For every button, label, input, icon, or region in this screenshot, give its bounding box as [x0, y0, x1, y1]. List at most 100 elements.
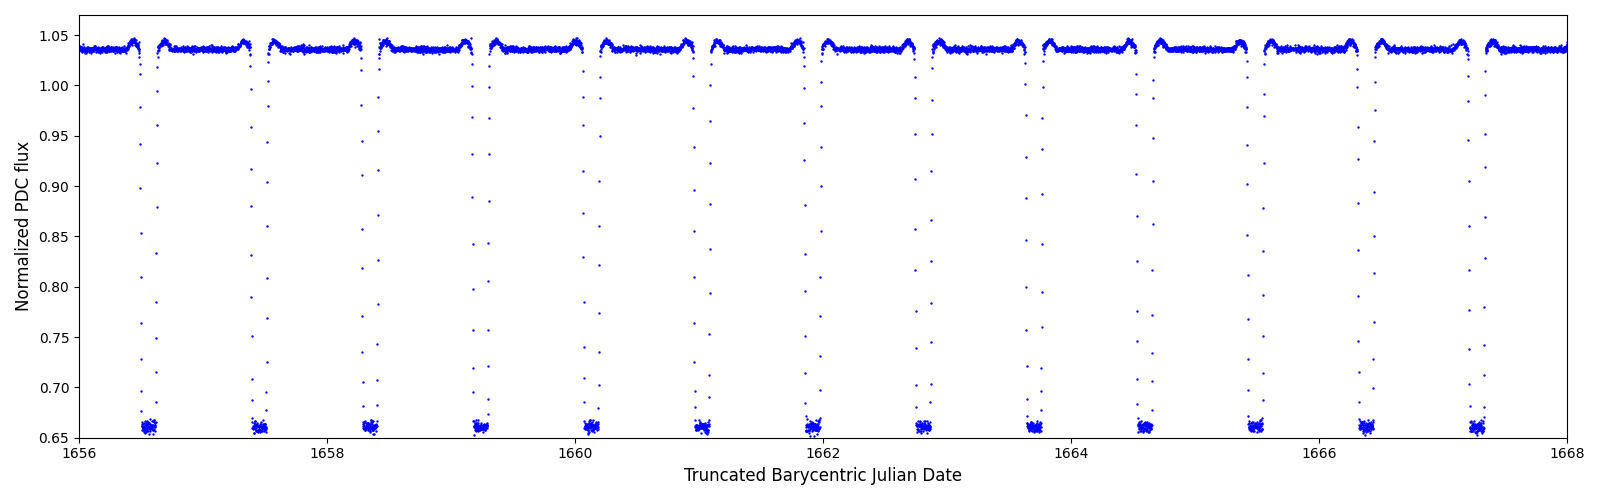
Point [501, 46, 526, 54]
Point [1502, 43, 1528, 51]
Point [1384, 45, 1410, 53]
Point [152, 38, 178, 46]
Point [360, 426, 386, 434]
Point [294, 44, 320, 52]
Point [603, 44, 629, 52]
Point [1194, 43, 1219, 51]
Point [349, 45, 374, 53]
Point [1163, 44, 1189, 52]
Point [1462, 422, 1488, 430]
Point [1379, 46, 1405, 54]
Point [390, 48, 416, 56]
Point [747, 46, 773, 54]
Point [246, 426, 272, 434]
Point [856, 45, 882, 53]
Point [434, 46, 459, 54]
Point [933, 45, 958, 53]
Point [307, 44, 333, 52]
Point [1368, 35, 1394, 43]
Point [1018, 420, 1043, 428]
Point [187, 44, 213, 52]
Point [1482, 36, 1507, 44]
Point [1181, 44, 1206, 52]
Point [914, 428, 939, 436]
Point [410, 47, 435, 55]
Point [1301, 46, 1326, 54]
Point [120, 38, 146, 46]
Point [469, 424, 494, 432]
Point [675, 36, 701, 44]
Point [1424, 44, 1450, 52]
Point [154, 40, 179, 48]
Point [1035, 38, 1061, 46]
Point [1386, 44, 1411, 52]
Point [1512, 46, 1538, 54]
Point [1365, 40, 1390, 48]
Point [1486, 46, 1512, 54]
Point [1045, 45, 1070, 53]
Point [1146, 36, 1171, 44]
Point [866, 47, 891, 55]
Point [106, 48, 131, 56]
Point [1477, 42, 1502, 50]
Point [1374, 41, 1400, 49]
Point [846, 44, 872, 52]
Point [1496, 47, 1522, 55]
Point [1379, 45, 1405, 53]
Point [1019, 424, 1045, 432]
Point [1504, 45, 1530, 53]
Point [301, 46, 326, 54]
Point [192, 43, 218, 51]
Point [995, 47, 1021, 55]
Point [1491, 46, 1517, 54]
Point [848, 48, 874, 56]
Point [138, 422, 163, 430]
Point [496, 44, 522, 52]
Point [750, 44, 776, 52]
Point [629, 42, 654, 50]
Point [456, 38, 482, 46]
Point [1317, 45, 1342, 53]
Point [360, 430, 386, 438]
Point [974, 45, 1000, 53]
Point [1346, 337, 1371, 345]
Point [1160, 44, 1186, 52]
Point [922, 40, 947, 48]
Point [526, 45, 552, 53]
Point [674, 38, 699, 46]
Point [158, 46, 184, 54]
Point [850, 46, 875, 54]
Point [755, 45, 781, 53]
Point [1328, 44, 1354, 52]
Point [998, 42, 1024, 50]
Point [837, 44, 862, 52]
Point [562, 40, 587, 48]
Point [600, 46, 626, 54]
Point [915, 422, 941, 430]
Point [606, 44, 632, 52]
Point [365, 400, 390, 408]
Point [1331, 46, 1357, 54]
Point [1062, 44, 1088, 52]
Point [957, 46, 982, 54]
Point [1290, 46, 1315, 54]
Point [874, 47, 899, 55]
Point [702, 38, 728, 46]
Point [672, 36, 698, 44]
Point [758, 46, 784, 54]
Point [566, 38, 592, 46]
Point [1024, 419, 1050, 427]
Point [614, 45, 640, 53]
Point [861, 45, 886, 53]
Point [1050, 46, 1075, 54]
Point [533, 46, 558, 54]
Point [1202, 48, 1227, 56]
Point [997, 46, 1022, 54]
Point [893, 39, 918, 47]
Point [846, 45, 872, 53]
Point [333, 45, 358, 53]
Point [130, 420, 155, 428]
Point [1437, 42, 1462, 50]
Point [1211, 44, 1237, 52]
Point [350, 425, 376, 433]
